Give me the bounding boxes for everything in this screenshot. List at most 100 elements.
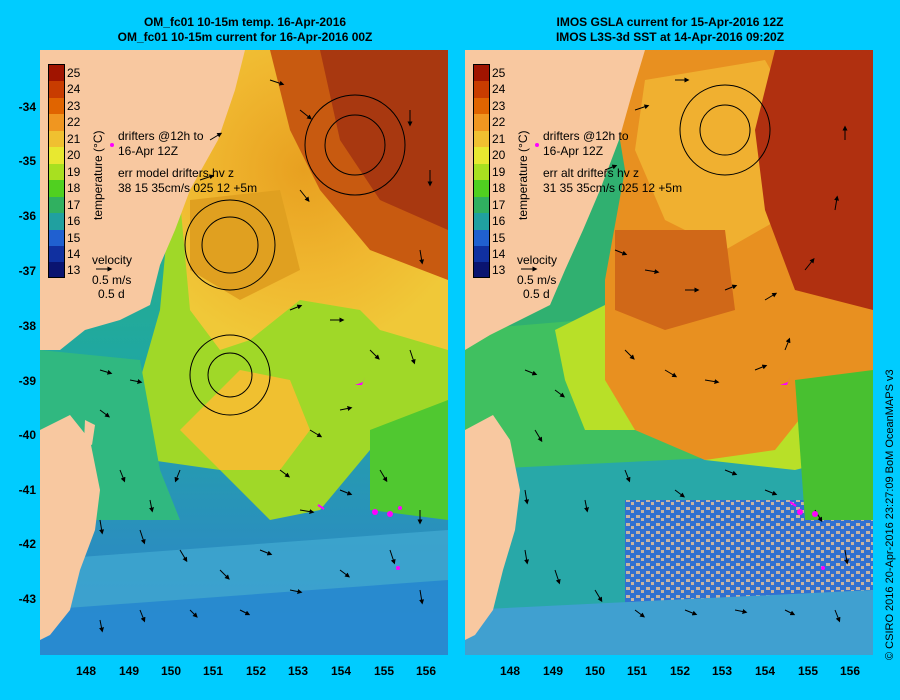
right-velocity-time: 0.5 d (523, 287, 550, 301)
lat-tick-36: -36 (18, 209, 36, 223)
left-lon-154: 154 (330, 664, 352, 678)
right-lon-154: 154 (754, 664, 776, 678)
lat-tick-41: -41 (18, 483, 36, 497)
right-colorbar-0 (474, 65, 489, 81)
left-lon-148: 148 (75, 664, 97, 678)
right-tick-21: 21 (492, 132, 506, 146)
right-colorbar-7 (474, 180, 489, 197)
left-lon-151: 151 (202, 664, 224, 678)
left-panel-title: OM_fc01 10-15m temp. 16-Apr-2016 OM_fc01… (75, 15, 415, 45)
right-velocity-label: velocity (517, 253, 557, 267)
right-annotations: drifters @12h to 16-Apr 12Z err alt drif… (517, 129, 682, 301)
right-tick-22: 22 (492, 115, 506, 129)
right-lon-150: 150 (584, 664, 606, 678)
right-err-line2: 31 35 35cm/s 025 12 +5m (543, 181, 682, 195)
left-drifters-line2: 16-Apr 12Z (118, 144, 178, 158)
left-ocean-field (40, 50, 448, 655)
left-tick-18: 18 (67, 181, 81, 195)
left-colorbar-3 (49, 114, 64, 131)
right-colorbar-4 (474, 131, 489, 147)
lat-tick-39: -39 (18, 374, 36, 388)
left-land (40, 50, 245, 640)
right-tick-25: 25 (492, 66, 506, 80)
left-tick-15: 15 (67, 231, 81, 245)
right-colorbar-1 (474, 81, 489, 98)
left-tick-25: 25 (67, 66, 81, 80)
left-colorbar-0 (49, 65, 64, 81)
left-tick-16: 16 (67, 214, 81, 228)
lat-tick-37: -37 (18, 264, 36, 278)
right-colorbar (473, 64, 490, 278)
credit-text: © CSIRO 2016 20-Apr-2016 23:27:09 BoM Oc… (884, 369, 896, 660)
left-title-line2: OM_fc01 10-15m current for 16-Apr-2016 0… (117, 30, 373, 44)
right-tick-14: 14 (492, 247, 506, 261)
lat-tick-43: -43 (18, 592, 36, 606)
left-colorbar-12 (49, 262, 64, 277)
right-colorbar-ticks: 25 24 23 22 21 20 19 18 17 16 15 14 13 (492, 66, 506, 277)
left-annotations: drifters @12h to 16-Apr 12Z err model dr… (92, 129, 257, 301)
left-lon-150: 150 (160, 664, 182, 678)
left-tick-17: 17 (67, 198, 81, 212)
left-colorbar-2 (49, 98, 64, 114)
right-err-line1: err alt drifters hv z (543, 166, 639, 180)
left-tick-14: 14 (67, 247, 81, 261)
right-tick-19: 19 (492, 165, 506, 179)
right-title-line2: IMOS L3S-3d SST at 14-Apr-2016 09:20Z (555, 30, 785, 44)
right-tick-15: 15 (492, 231, 506, 245)
right-land (465, 50, 645, 640)
left-colorbar-1 (49, 81, 64, 98)
left-lon-149: 149 (118, 664, 140, 678)
right-colorbar-9 (474, 213, 489, 230)
left-colorbar-7 (49, 180, 64, 197)
right-colorbar-12 (474, 262, 489, 277)
lat-tick-42: -42 (18, 537, 36, 551)
left-tick-13: 13 (67, 263, 81, 277)
right-velocity-scale: 0.5 m/s (517, 273, 556, 287)
left-colorbar-label: temperature (°C) (91, 131, 105, 221)
left-map: 25 24 23 22 21 20 19 18 17 16 15 14 13 t… (40, 50, 448, 655)
right-drifters (535, 143, 825, 570)
right-tick-13: 13 (492, 263, 506, 277)
left-colorbar (48, 64, 65, 278)
left-lon-156: 156 (415, 664, 437, 678)
lat-tick-35: -35 (18, 154, 36, 168)
left-colorbar-10 (49, 230, 64, 246)
lat-tick-40: -40 (18, 428, 36, 442)
left-velocity-label: velocity (92, 253, 132, 267)
left-drifters-line1: drifters @12h to (118, 129, 204, 143)
left-tick-24: 24 (67, 82, 81, 96)
left-tick-23: 23 (67, 99, 81, 113)
right-colorbar-6 (474, 164, 489, 180)
lat-tick-38: -38 (18, 319, 36, 333)
right-colorbar-10 (474, 230, 489, 246)
right-drifters-line1: drifters @12h to (543, 129, 629, 143)
right-ocean-field (465, 50, 873, 655)
right-tick-16: 16 (492, 214, 506, 228)
left-lon-155: 155 (373, 664, 395, 678)
lat-tick-34: -34 (18, 100, 36, 114)
right-lon-151: 151 (626, 664, 648, 678)
left-err-line2: 38 15 35cm/s 025 12 +5m (118, 181, 257, 195)
right-colorbar-8 (474, 197, 489, 213)
left-colorbar-6 (49, 164, 64, 180)
left-colorbar-9 (49, 213, 64, 230)
left-tick-19: 19 (67, 165, 81, 179)
left-err-line1: err model drifters hv z (118, 166, 234, 180)
right-lon-152: 152 (669, 664, 691, 678)
right-colorbar-11 (474, 246, 489, 262)
right-tick-17: 17 (492, 198, 506, 212)
left-colorbar-8 (49, 197, 64, 213)
left-velocity-scale: 0.5 m/s (92, 273, 131, 287)
right-colorbar-3 (474, 114, 489, 131)
right-panel-title: IMOS GSLA current for 15-Apr-2016 12Z IM… (500, 15, 840, 45)
left-tick-20: 20 (67, 148, 81, 162)
left-vectors (99, 79, 433, 633)
right-colorbar-5 (474, 147, 489, 164)
right-tick-20: 20 (492, 148, 506, 162)
left-colorbar-11 (49, 246, 64, 262)
left-title-line1: OM_fc01 10-15m temp. 16-Apr-2016 (143, 15, 347, 29)
right-tick-23: 23 (492, 99, 506, 113)
right-lon-148: 148 (499, 664, 521, 678)
right-colorbar-label: temperature (°C) (516, 131, 530, 221)
right-lon-155: 155 (797, 664, 819, 678)
